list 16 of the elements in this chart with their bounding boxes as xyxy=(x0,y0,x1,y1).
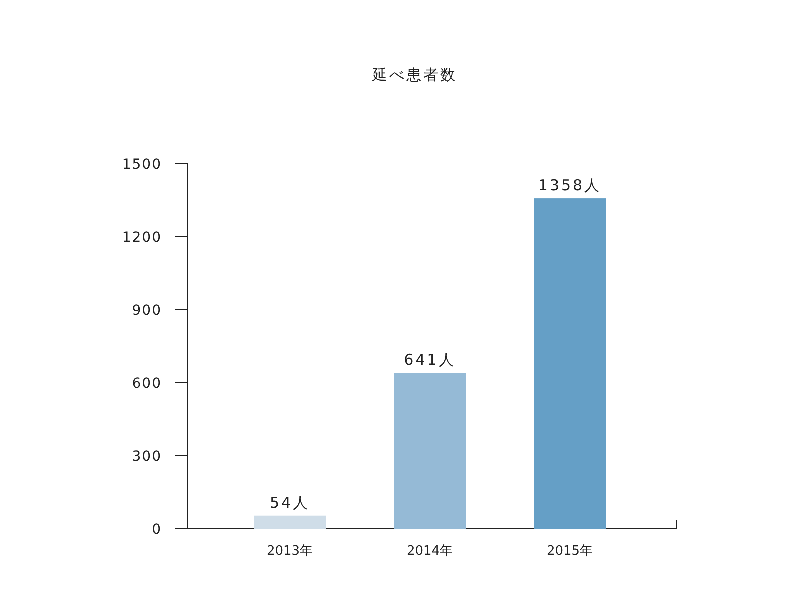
data-label: 1358人 xyxy=(538,176,602,195)
x-tick-label: 2013年 xyxy=(266,544,314,559)
x-tick-label: 2015年 xyxy=(546,544,594,559)
y-tick-label: 0 xyxy=(152,522,162,538)
y-tick-label: 1200 xyxy=(122,230,162,246)
y-tick-label: 300 xyxy=(132,449,162,465)
chart-title: 延べ患者数 xyxy=(372,66,458,84)
y-tick-label: 1500 xyxy=(122,157,162,173)
bar xyxy=(254,516,326,529)
bar xyxy=(534,198,606,529)
data-label: 641人 xyxy=(404,351,456,370)
data-label: 54人 xyxy=(270,494,310,512)
x-tick-label: 2014年 xyxy=(406,544,454,559)
y-tick-label: 600 xyxy=(132,376,162,392)
y-tick-label: 900 xyxy=(132,303,162,319)
bar xyxy=(394,373,466,529)
